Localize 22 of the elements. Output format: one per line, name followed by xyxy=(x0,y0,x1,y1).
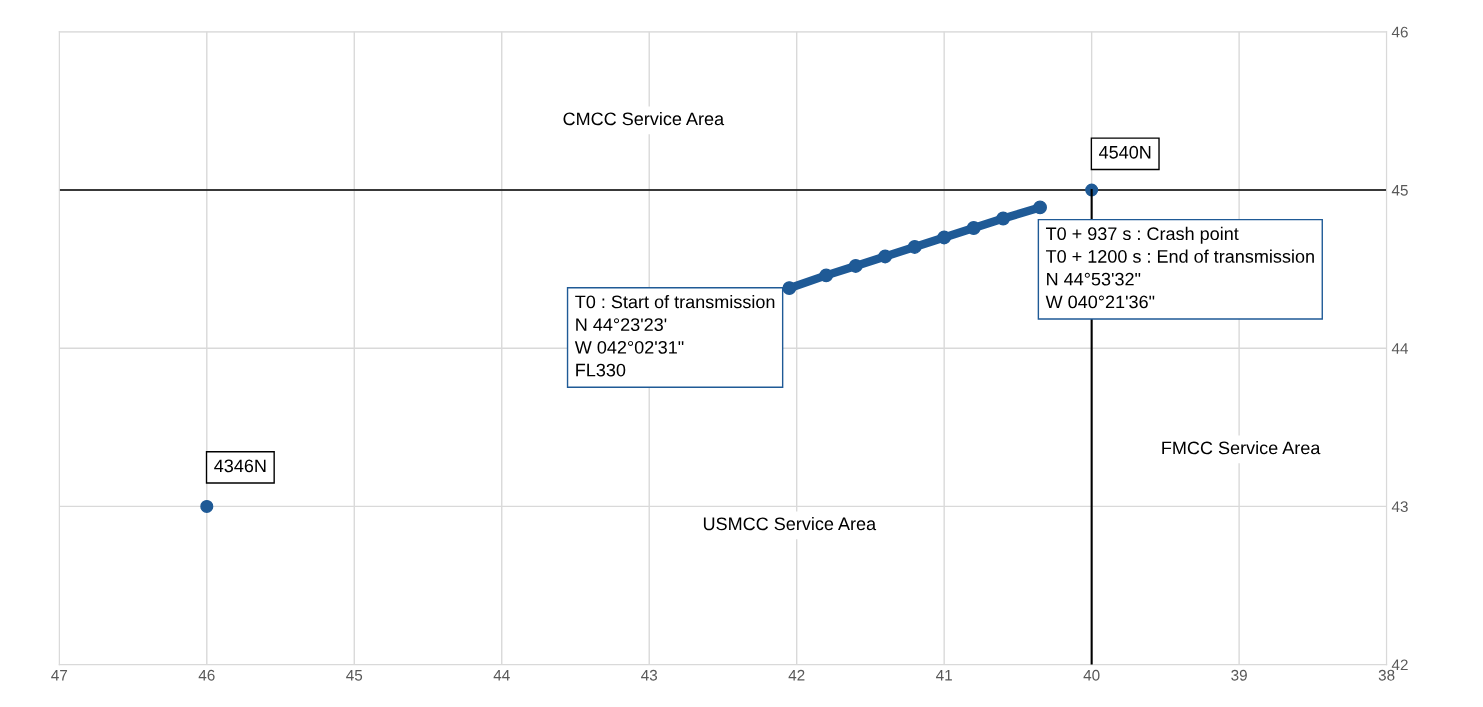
x-tick-label: 44 xyxy=(493,670,510,681)
annotation: CMCC Service Area xyxy=(563,111,725,126)
x-tick-label: 40 xyxy=(1083,669,1100,681)
x-tick-label: 39 xyxy=(1231,669,1247,681)
y-tick-label: 42 xyxy=(1391,659,1408,671)
annotation: 4346N xyxy=(214,459,266,473)
y-tick-label: 44 xyxy=(1391,343,1409,354)
annotation: 4540N xyxy=(1099,145,1151,159)
annotation: T0 + 937 s : Crash point T0 + 1200 s : End of transmission N 44°53'32" W 040°21'36" xyxy=(1045,226,1314,309)
annotation: T0 : Start of transmission N 44°23'23' W 042°02'31" FL330 xyxy=(574,295,775,377)
x-tick-label: 45 xyxy=(346,670,363,681)
x-tick-label: 47 xyxy=(51,670,68,681)
y-tick-label: 45 xyxy=(1391,185,1408,196)
x-tick-label: 43 xyxy=(641,669,658,681)
x-tick-label: 42 xyxy=(788,669,805,681)
x-tick-label: 38 xyxy=(1378,669,1395,681)
x-tick-label: 46 xyxy=(198,669,215,681)
y-tick-label: 46 xyxy=(1391,26,1408,38)
y-tick-label: 43 xyxy=(1391,501,1408,513)
annotation: USMCC Service Area xyxy=(703,516,877,531)
annotation: FMCC Service Area xyxy=(1162,441,1321,455)
x-tick-label: 41 xyxy=(936,670,952,681)
